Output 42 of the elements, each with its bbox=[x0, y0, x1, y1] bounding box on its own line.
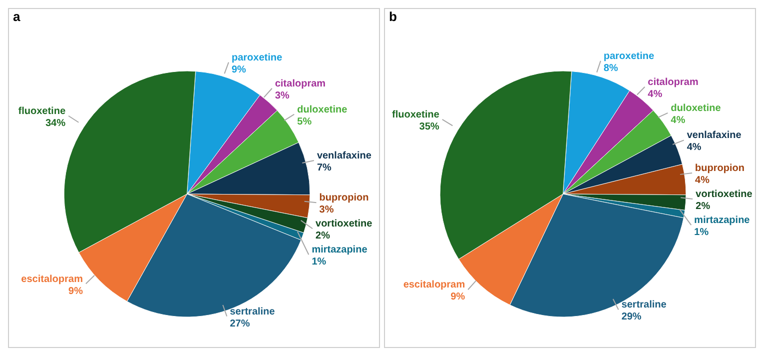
data-label: 9% bbox=[232, 64, 246, 76]
data-label: 2% bbox=[696, 201, 710, 212]
slice-label: venlafaxine bbox=[316, 150, 372, 162]
data-label: 3% bbox=[274, 90, 290, 102]
data-label: 35% bbox=[419, 121, 440, 132]
data-label: 1% bbox=[312, 256, 326, 268]
slice-label: citalopram bbox=[274, 78, 326, 90]
data-label: 5% bbox=[297, 116, 312, 128]
slice-label: mirtazapine bbox=[312, 244, 368, 256]
slice-label: sertraline bbox=[230, 306, 276, 318]
slice-label: escitalopram bbox=[403, 280, 466, 291]
data-label: 8% bbox=[604, 62, 618, 74]
data-label: 9% bbox=[68, 286, 83, 297]
slice-label: escitalopram bbox=[21, 274, 83, 285]
data-label: 34% bbox=[46, 118, 66, 129]
data-label: 29% bbox=[621, 312, 642, 323]
slice-label: paroxetine bbox=[604, 50, 655, 62]
slice-label: bupropion bbox=[319, 192, 369, 204]
data-label: 3% bbox=[319, 204, 334, 216]
slice-label: sertraline bbox=[621, 300, 667, 311]
data-label: 4% bbox=[648, 88, 662, 100]
data-label: 9% bbox=[450, 292, 466, 303]
slice-label: fluoxetine bbox=[18, 106, 66, 117]
chart-title: a bbox=[13, 9, 20, 24]
slice-label: duloxetine bbox=[297, 104, 348, 116]
data-label: 27% bbox=[230, 318, 250, 330]
slice-label: paroxetine bbox=[232, 52, 283, 64]
slice-label: fluoxetine bbox=[392, 109, 440, 120]
slice-label: duloxetine bbox=[670, 102, 722, 114]
slice-label: mirtazapine bbox=[694, 215, 750, 226]
data-label: 7% bbox=[316, 162, 332, 174]
slice-label: vortioxetine bbox=[316, 218, 373, 230]
data-label: 1% bbox=[694, 227, 709, 238]
slice-label: vortioxetine bbox=[696, 189, 753, 200]
data-label: 4% bbox=[670, 114, 686, 126]
slice-label: bupropion bbox=[695, 163, 744, 174]
chart-title: b bbox=[389, 9, 397, 24]
data-label: 4% bbox=[695, 175, 710, 186]
slice-label: citalopram bbox=[648, 76, 698, 88]
data-label: 2% bbox=[316, 230, 330, 242]
data-label: 4% bbox=[686, 142, 702, 154]
slice-label: venlafaxine bbox=[686, 130, 742, 142]
